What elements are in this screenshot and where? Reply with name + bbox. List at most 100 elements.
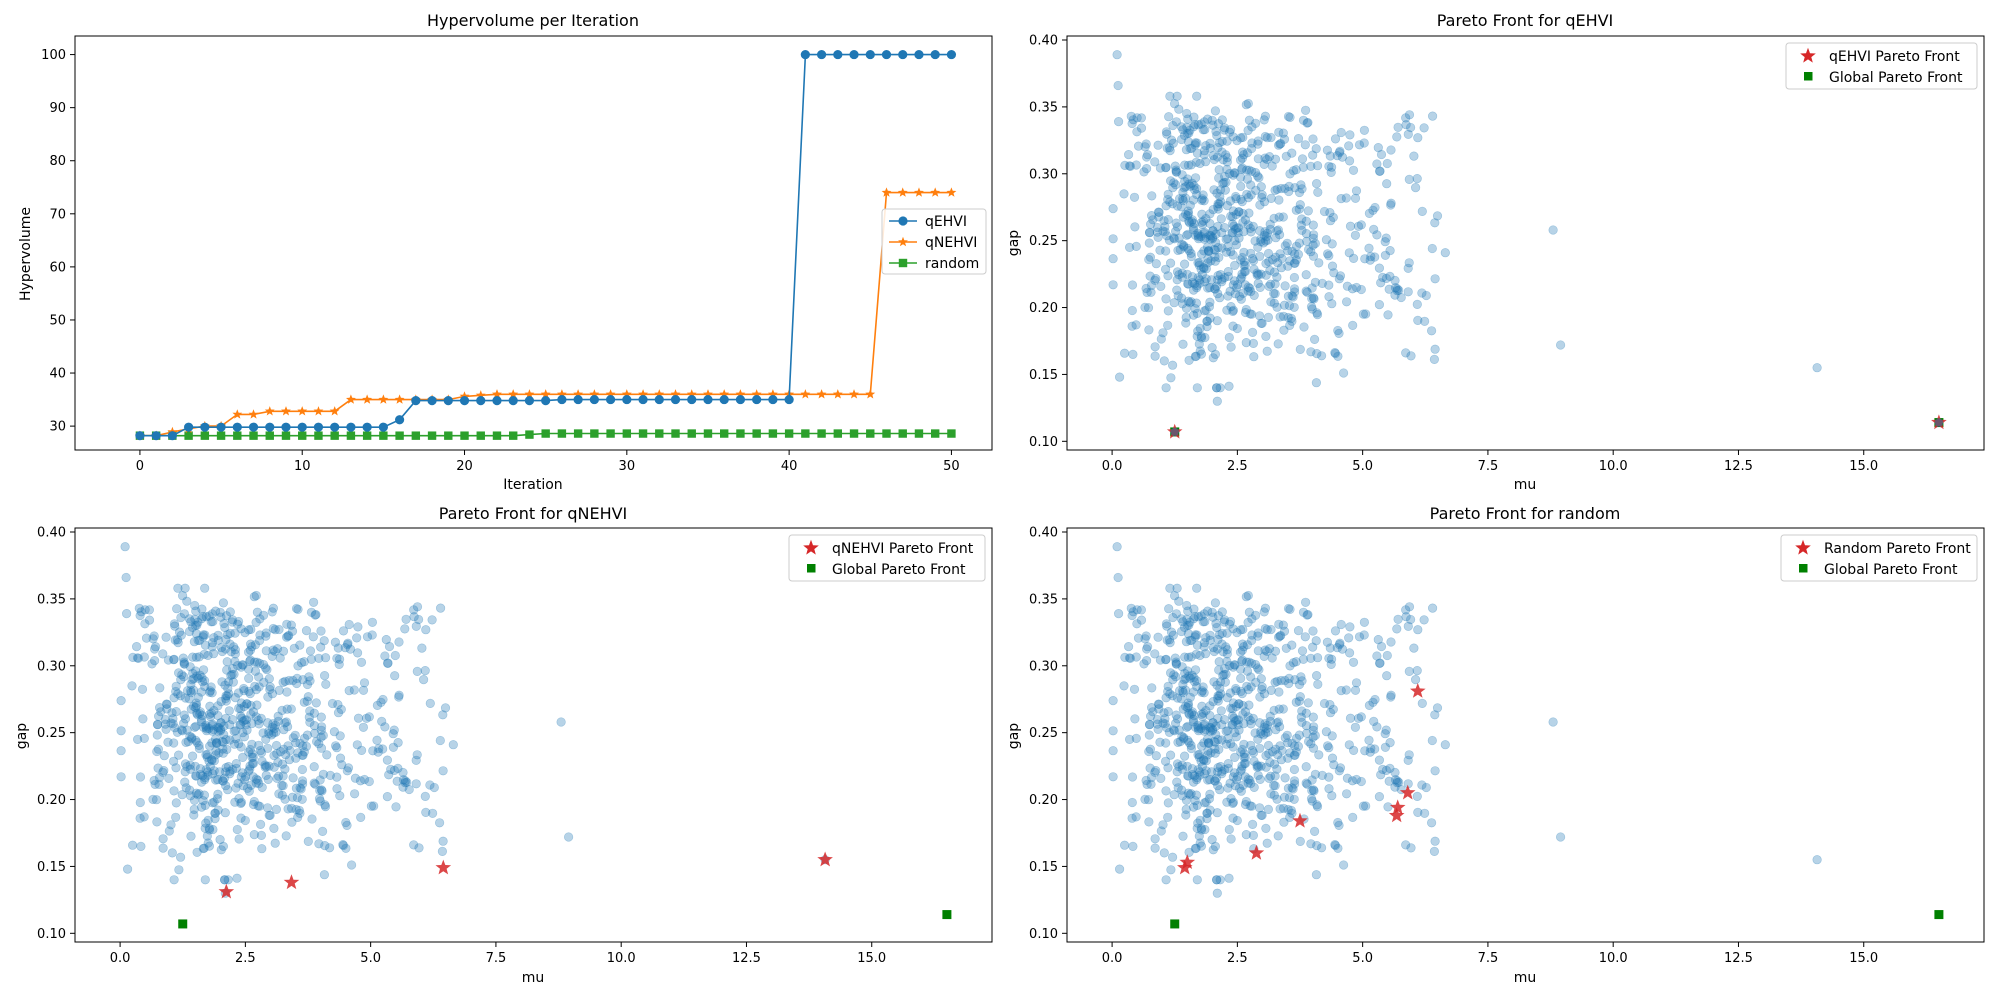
sample-point — [367, 617, 378, 627]
sample-point — [1244, 208, 1254, 218]
x-tick-label: 20 — [456, 459, 473, 474]
sample-point — [265, 684, 275, 695]
sample-point — [140, 619, 150, 629]
sample-point — [1217, 243, 1227, 253]
sample-point — [1124, 734, 1135, 745]
sample-point — [1186, 743, 1196, 754]
sample-point — [1381, 273, 1391, 284]
y-tick-label: 0.40 — [37, 526, 66, 541]
sample-point — [1146, 287, 1156, 297]
sample-point — [1238, 780, 1248, 790]
sample-point — [1194, 752, 1204, 762]
sample-point — [1156, 281, 1166, 292]
sample-point — [1287, 291, 1297, 301]
data-point — [817, 429, 826, 438]
sample-point — [1406, 843, 1416, 853]
sample-point — [1249, 264, 1259, 274]
sample-point — [1227, 227, 1238, 238]
sample-point — [1351, 678, 1362, 688]
data-point — [946, 187, 957, 197]
sample-point — [1321, 235, 1331, 245]
sample-point — [191, 606, 201, 616]
sample-point — [421, 807, 431, 818]
sample-point — [1237, 164, 1247, 174]
sample-point — [174, 750, 184, 760]
sample-point — [1245, 283, 1255, 293]
sample-point — [208, 824, 218, 835]
plot-area — [116, 542, 952, 929]
sample-point — [1208, 226, 1218, 236]
data-point — [265, 422, 275, 432]
sample-point — [1183, 206, 1193, 216]
sample-point — [208, 798, 218, 808]
sample-point — [1189, 121, 1199, 132]
sample-point — [1334, 639, 1345, 650]
sample-point — [1276, 139, 1286, 149]
sample-point — [398, 767, 408, 778]
sample-point — [1201, 766, 1211, 776]
sample-point — [261, 628, 271, 638]
sample-point — [1426, 818, 1437, 828]
sample-point — [1548, 225, 1558, 235]
sample-point — [320, 801, 331, 812]
sample-point — [257, 782, 267, 793]
sample-point — [282, 632, 292, 642]
sample-point — [1327, 731, 1337, 741]
sample-point — [1326, 162, 1337, 172]
sample-point — [264, 726, 274, 736]
chart-title: Pareto Front for qNEHVI — [439, 504, 628, 523]
sample-point — [1225, 124, 1236, 135]
data-point — [541, 396, 551, 406]
sample-point — [251, 778, 261, 788]
sample-point — [1182, 122, 1192, 132]
data-point — [573, 389, 584, 399]
series-random — [135, 429, 956, 440]
sample-point — [121, 572, 131, 583]
sample-point — [197, 771, 208, 781]
sample-point — [1193, 612, 1203, 622]
data-point — [573, 394, 583, 405]
sample-point — [1278, 704, 1288, 714]
sample-point — [338, 840, 349, 851]
sample-point — [1188, 222, 1198, 232]
sample-point — [310, 610, 320, 620]
sample-point — [273, 757, 283, 768]
sample-point — [1165, 197, 1175, 207]
sample-point — [1222, 157, 1232, 167]
sample-point — [1237, 272, 1247, 282]
sample-point — [1171, 659, 1181, 669]
sample-point — [189, 810, 199, 820]
sample-point — [305, 706, 315, 716]
sample-point — [1324, 161, 1334, 171]
sample-point — [1177, 170, 1187, 180]
sample-point — [352, 740, 362, 750]
sample-point — [1199, 150, 1209, 160]
sample-point — [179, 659, 189, 669]
sample-point — [1390, 283, 1401, 293]
sample-point — [225, 766, 235, 776]
sample-point — [343, 638, 353, 648]
global-pareto-front — [1170, 910, 1944, 929]
sample-point — [1241, 304, 1251, 315]
sample-point — [1412, 665, 1422, 676]
sample-point — [185, 791, 196, 801]
sample-point — [1392, 132, 1402, 142]
sample-point — [1199, 263, 1209, 273]
sample-point — [1180, 701, 1191, 711]
sample-point — [338, 839, 348, 850]
sample-point — [1191, 157, 1201, 167]
sample-point — [298, 741, 308, 751]
sample-point — [1176, 694, 1186, 704]
sample-point — [1238, 217, 1248, 227]
sample-point — [1228, 206, 1238, 216]
sample-point — [1376, 770, 1386, 780]
sample-point — [1153, 232, 1163, 242]
sample-point — [195, 769, 206, 780]
sample-point — [1215, 185, 1226, 195]
sample-point — [202, 749, 212, 760]
sample-point — [335, 753, 346, 763]
sample-point — [1182, 108, 1192, 119]
sample-point — [1181, 182, 1191, 192]
sample-point — [155, 683, 165, 693]
sample-point — [362, 632, 373, 642]
